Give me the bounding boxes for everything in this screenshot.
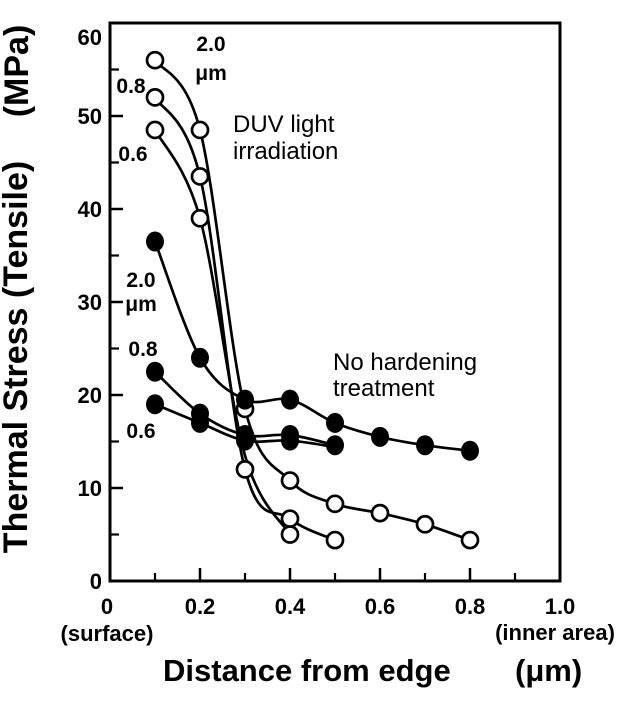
annotation-duv-group-label: irradiation	[233, 138, 338, 165]
annotation-duv-06um-label: 0.6	[118, 143, 147, 166]
y-axis-title: Thermal Stress (Tensile)	[0, 161, 35, 553]
x-axis-surface-note: (surface)	[61, 621, 154, 646]
filled-circle-markers	[146, 231, 479, 461]
x-axis-tick-label: 0.6	[365, 594, 396, 619]
data-point-open-circle	[370, 503, 390, 523]
x-axis-inner-area-note: (inner area)	[495, 620, 615, 645]
x-axis-title-unit: (μm)	[515, 653, 582, 688]
data-point-open-circle	[190, 208, 210, 228]
x-axis-tick-labels: 0 0.2 0.4 0.6 0.8 1.0	[101, 594, 575, 619]
data-point-filled-circle	[236, 430, 254, 451]
y-axis-tick-label: 60	[78, 25, 102, 50]
axis-ticks	[110, 68, 517, 581]
data-point-open-circle	[280, 525, 300, 544]
data-point-filled-circle	[236, 389, 254, 410]
data-point-filled-circle	[461, 440, 479, 461]
data-point-open-circle	[190, 120, 210, 140]
y-axis-tick-label: 10	[78, 476, 102, 501]
data-point-filled-circle	[146, 231, 164, 252]
data-point-filled-circle	[281, 389, 299, 410]
x-axis-tick-label: 0	[101, 594, 113, 619]
data-point-filled-circle	[146, 394, 164, 415]
y-axis-tick-labels: 0 10 20 30 40 50 60	[78, 25, 102, 594]
y-axis-title-unit: (MPa)	[0, 25, 36, 118]
annotation-nh-2um-label: 2.0	[126, 269, 155, 292]
annotation-duv-group-label: DUV light	[233, 111, 335, 138]
data-point-open-circle	[145, 120, 165, 140]
data-point-open-circle	[190, 167, 210, 186]
x-axis-tick-label: 0.2	[185, 594, 216, 619]
annotation-nh-08um-label: 0.8	[128, 338, 158, 361]
data-point-open-circle	[145, 50, 165, 70]
annotation-duv-08um-label: 0.8	[116, 75, 146, 98]
data-point-open-circle	[415, 514, 435, 534]
x-axis-title: Distance from edge	[163, 653, 451, 688]
data-point-open-circle	[325, 494, 345, 514]
x-axis-tick-label: 0.8	[455, 594, 486, 619]
y-axis-tick-label: 40	[78, 197, 102, 222]
y-axis-tick-label: 20	[78, 383, 102, 408]
annotation-nh-2um-label: μm	[125, 293, 157, 316]
data-point-filled-circle	[416, 435, 434, 456]
annotation-nh-group-label: No hardening	[333, 349, 477, 376]
series-line-open-circle	[153, 129, 292, 536]
data-point-filled-circle	[326, 412, 344, 433]
data-point-open-circle	[280, 509, 300, 529]
data-point-open-circle	[280, 471, 300, 490]
data-point-filled-circle	[281, 430, 299, 451]
x-axis-tick-label: 1.0	[545, 594, 576, 619]
data-point-filled-circle	[191, 347, 209, 368]
y-axis-tick-label: 0	[90, 569, 102, 594]
data-point-open-circle	[145, 88, 165, 107]
annotation-duv-2um-label: 2.0	[196, 33, 225, 56]
data-point-open-circle	[460, 530, 480, 550]
data-point-filled-circle	[326, 435, 344, 456]
annotation-nh-group-label: treatment	[333, 375, 435, 402]
data-point-filled-circle	[191, 412, 209, 433]
annotation-duv-2um-label: μm	[195, 62, 227, 85]
open-circle-markers	[145, 50, 480, 550]
x-axis-tick-label: 0.4	[275, 594, 306, 619]
y-axis-tick-label: 50	[78, 104, 102, 129]
data-point-open-circle	[235, 460, 255, 479]
y-axis-tick-label: 30	[78, 290, 102, 315]
data-point-filled-circle	[371, 426, 389, 447]
data-point-filled-circle	[146, 361, 164, 382]
data-point-open-circle	[325, 530, 345, 550]
annotation-nh-06um-label: 0.6	[126, 420, 155, 443]
